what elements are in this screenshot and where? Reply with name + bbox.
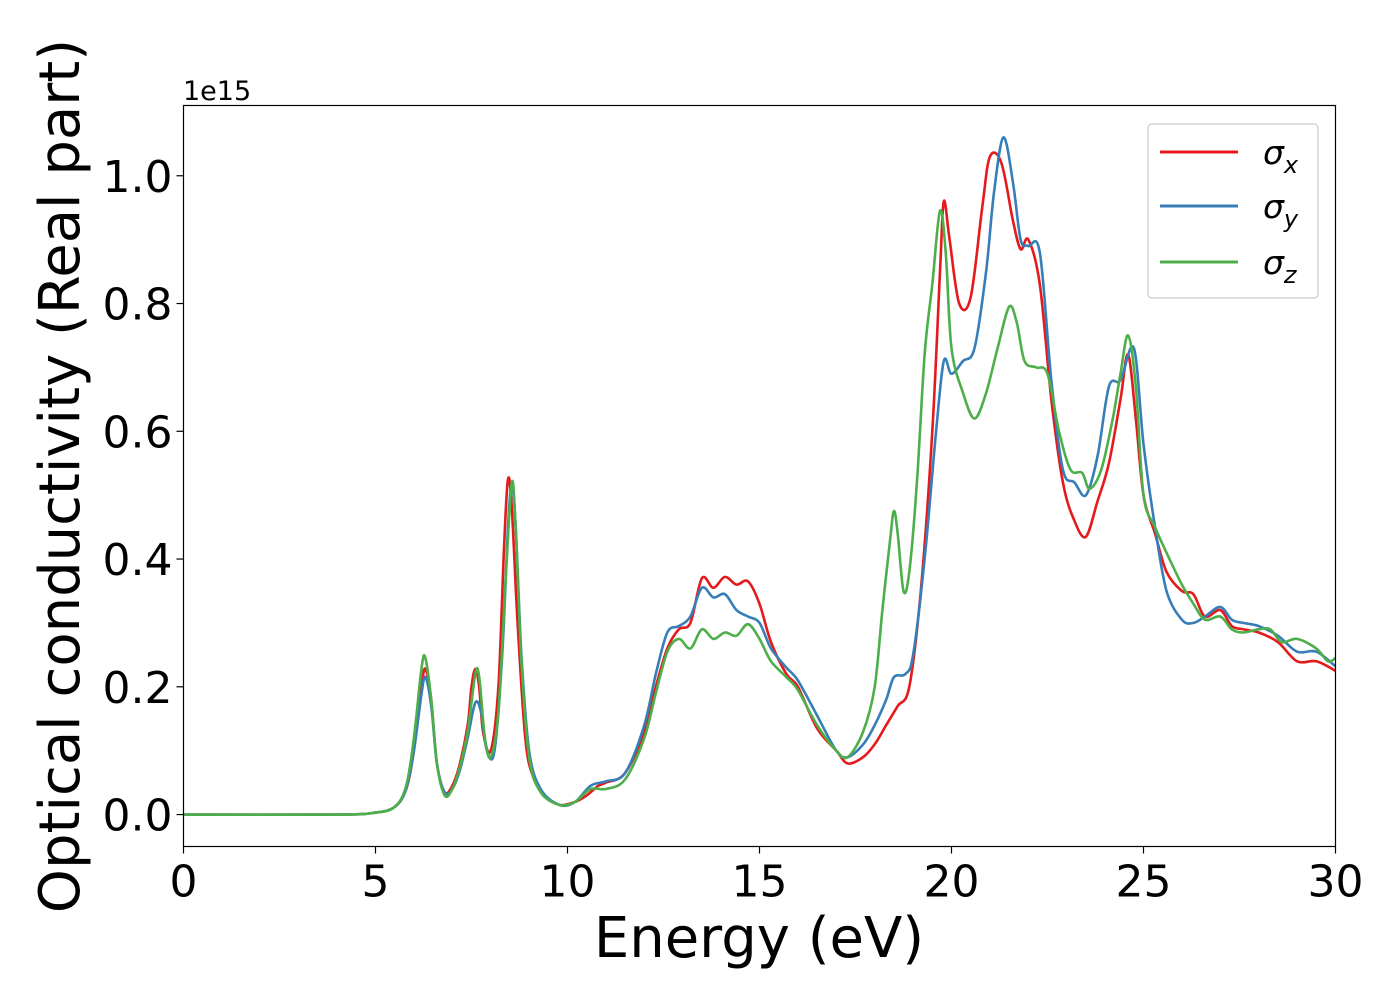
- x-tick-label: 0: [170, 857, 198, 908]
- x-tick-label: 30: [1308, 857, 1364, 908]
- legend-label-x: σx: [1263, 133, 1299, 179]
- legend-label-y: σy: [1263, 187, 1299, 233]
- series-lines: [183, 136, 1337, 817]
- y-tick-label: 0.6: [103, 407, 173, 458]
- x-tick-label: 10: [540, 857, 596, 908]
- x-tick-label: 20: [924, 857, 980, 908]
- legend-label-z: σz: [1263, 243, 1298, 289]
- y-tick-label: 0.0: [103, 791, 173, 842]
- y-tick-label: 0.2: [103, 663, 173, 714]
- x-tick-label: 15: [732, 857, 788, 908]
- y-tick-label: 1.0: [103, 152, 173, 203]
- legend-frame: [1147, 123, 1319, 299]
- x-tick-label: 25: [1116, 857, 1172, 908]
- x-axis: 0 5 10 15 20 25 30: [170, 846, 1364, 908]
- y-tick-label: 0.8: [103, 280, 173, 331]
- series-line-z: [183, 208, 1337, 817]
- y-offset-label: 1e15: [183, 76, 251, 107]
- y-tick-label: 0.4: [103, 535, 173, 586]
- x-tick-label: 5: [362, 857, 390, 908]
- y-axis-label: Optical conductivity (Real part): [28, 39, 93, 913]
- legend: σx σy σz: [1147, 123, 1319, 299]
- series-line-y: [183, 136, 1337, 817]
- y-axis: 0.0 0.2 0.4 0.6 0.8 1.0: [103, 152, 184, 842]
- x-axis-label: Energy (eV): [594, 906, 924, 971]
